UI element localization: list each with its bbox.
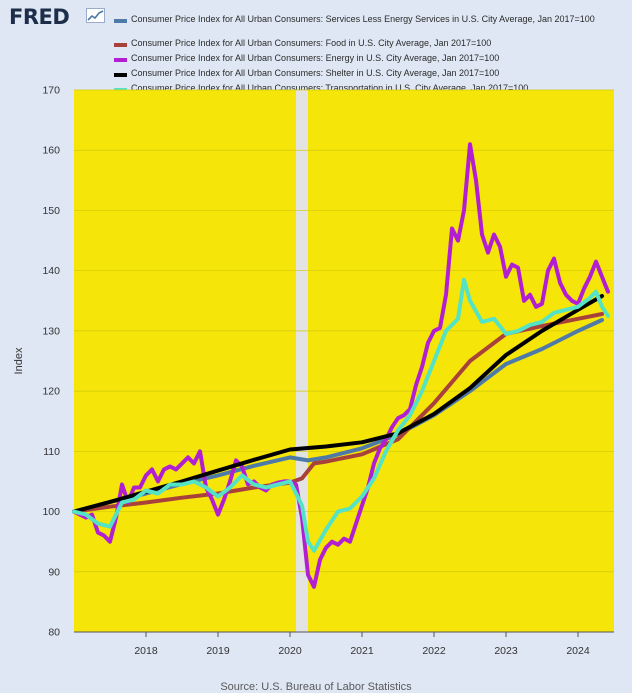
- legend-swatch: [114, 73, 127, 77]
- y-tick-label: 130: [42, 325, 60, 337]
- x-tick-label: 2024: [566, 645, 590, 657]
- legend-label: Consumer Price Index for All Urban Consu…: [131, 38, 492, 48]
- legend-item: Consumer Price Index for All Urban Consu…: [114, 14, 629, 38]
- source-note: Source: U.S. Bureau of Labor Statistics: [220, 681, 412, 693]
- header: FRED Consumer Price Index for All Urban …: [0, 0, 632, 93]
- legend-label: Consumer Price Index for All Urban Consu…: [131, 53, 500, 63]
- legend-label: Consumer Price Index for All Urban Consu…: [131, 83, 529, 93]
- series-line-0: [72, 318, 604, 514]
- x-tick-label: 2022: [422, 645, 446, 657]
- y-tick-label: 150: [42, 205, 60, 217]
- legend-swatch: [114, 58, 127, 62]
- legend-swatch: [114, 43, 127, 47]
- legend-item: Consumer Price Index for All Urban Consu…: [114, 53, 629, 68]
- line-chart-icon: [86, 8, 105, 23]
- y-axis-label: Index: [13, 347, 25, 374]
- x-tick-label: 2018: [134, 645, 158, 657]
- x-tick-label: 2021: [350, 645, 374, 657]
- y-tick-label: 110: [43, 446, 60, 458]
- fred-logo[interactable]: FRED: [9, 5, 70, 29]
- y-tick-label: 120: [42, 386, 60, 398]
- series-line-4: [72, 277, 610, 553]
- legend-label: Consumer Price Index for All Urban Consu…: [131, 68, 500, 78]
- y-tick-label: 140: [42, 265, 60, 277]
- y-tick-label: 90: [48, 566, 60, 578]
- legend-item: Consumer Price Index for All Urban Consu…: [114, 38, 629, 53]
- plot-area: [74, 90, 614, 632]
- y-tick-label: 160: [42, 145, 60, 157]
- x-tick-label: 2023: [494, 645, 518, 657]
- y-tick-label: 80: [48, 627, 60, 639]
- y-tick-label: 100: [42, 506, 60, 518]
- y-tick-label: 170: [42, 85, 60, 97]
- series-line-2: [72, 142, 610, 589]
- legend-label: Consumer Price Index for All Urban Consu…: [131, 14, 595, 24]
- x-tick-label: 2020: [278, 645, 302, 657]
- legend-swatch: [114, 19, 127, 23]
- legend-item: Consumer Price Index for All Urban Consu…: [114, 68, 629, 83]
- x-tick-label: 2019: [206, 645, 230, 657]
